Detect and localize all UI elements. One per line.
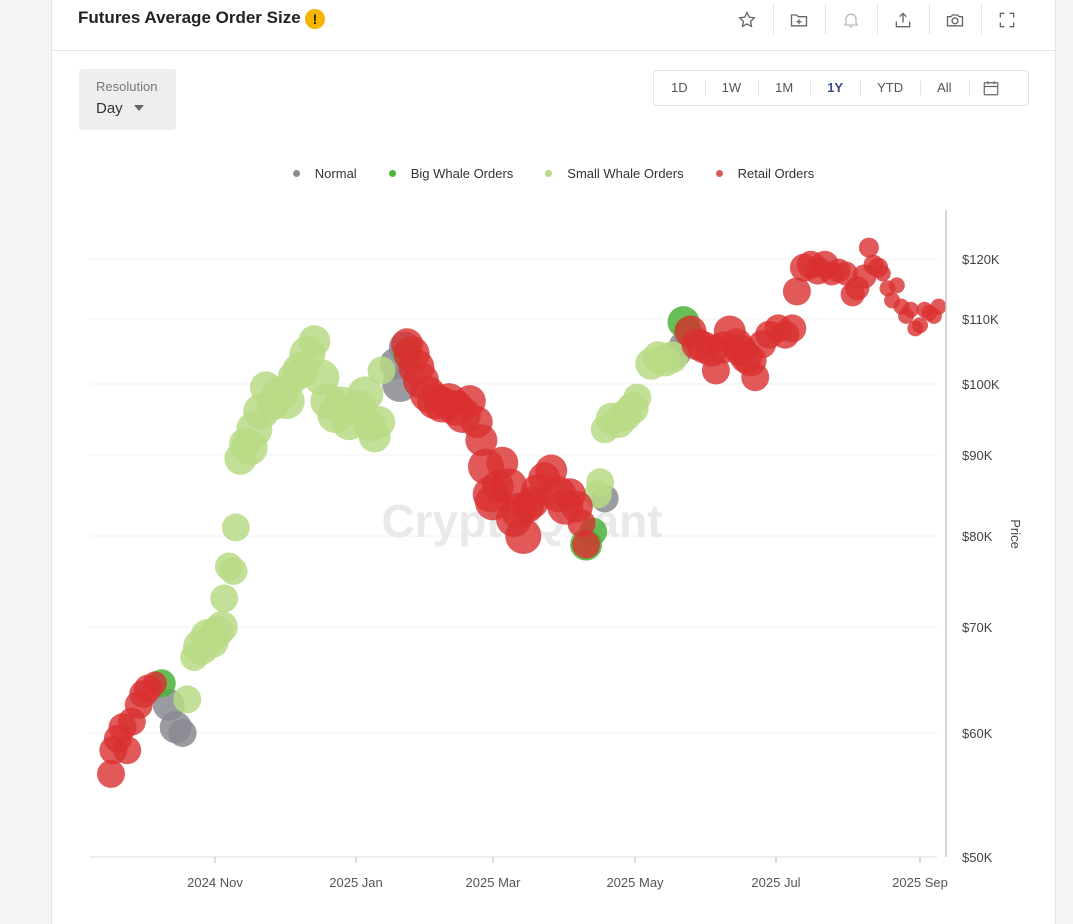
data-point <box>623 383 652 412</box>
data-point <box>142 671 167 696</box>
y-tick-label: $50K <box>962 850 993 865</box>
data-point <box>219 557 248 585</box>
y-tick-label: $70K <box>962 620 993 635</box>
data-point <box>113 736 142 765</box>
legend-label: Retail Orders <box>737 166 815 181</box>
legend-dot <box>388 170 396 177</box>
resolution-dropdown[interactable]: Resolution Day <box>79 69 176 130</box>
legend-dot <box>292 170 300 177</box>
resolution-label: Resolution <box>96 79 158 94</box>
chart-card: Futures Average Order Size ! Resoluti <box>51 0 1056 924</box>
range-1y-button[interactable]: 1Y <box>810 71 860 105</box>
data-point <box>210 584 239 613</box>
data-point <box>298 325 331 358</box>
scatter-chart[interactable]: CryptoQuant$50K$60K$70K$80K$90K$100K$110… <box>52 0 1055 924</box>
x-tick-label: 2025 Mar <box>466 875 522 890</box>
range-1m-button[interactable]: 1M <box>758 71 810 105</box>
legend-item-big-whale[interactable]: Big Whale Orders <box>388 166 514 181</box>
range-1w-button[interactable]: 1W <box>704 71 759 105</box>
range-1d-button[interactable]: 1D <box>671 80 688 95</box>
data-point <box>572 530 601 559</box>
y-tick-label: $60K <box>962 726 993 741</box>
x-tick-label: 2025 May <box>606 875 664 890</box>
legend-item-retail[interactable]: Retail Orders <box>715 166 815 181</box>
share-icon[interactable] <box>877 4 929 34</box>
data-point <box>930 298 947 315</box>
range-all-button[interactable]: All <box>920 71 968 105</box>
camera-icon[interactable] <box>929 4 981 34</box>
add-folder-icon[interactable] <box>773 4 825 34</box>
y-tick-label: $90K <box>962 448 993 463</box>
data-point <box>168 719 197 747</box>
legend-label: Big Whale Orders <box>410 166 514 181</box>
y-tick-label: $110K <box>962 312 999 327</box>
legend-item-small-whale[interactable]: Small Whale Orders <box>545 166 684 181</box>
x-tick-label: 2024 Nov <box>187 875 243 890</box>
data-point <box>586 468 615 497</box>
fullscreen-icon[interactable] <box>981 4 1033 34</box>
data-point <box>97 759 125 788</box>
y-tick-label: $80K <box>962 529 993 544</box>
data-point <box>778 314 807 343</box>
data-point <box>858 237 879 258</box>
legend-dot <box>715 170 723 177</box>
bell-icon[interactable] <box>825 4 877 34</box>
exclamation-icon[interactable]: ! <box>305 9 325 29</box>
data-point <box>656 341 688 374</box>
star-icon[interactable] <box>721 6 773 34</box>
data-point <box>347 376 384 413</box>
header-actions <box>721 4 1033 34</box>
data-point <box>912 317 928 334</box>
legend-item-normal[interactable]: Normal <box>292 166 357 181</box>
card-header: Futures Average Order Size ! <box>52 0 1055 51</box>
data-point <box>173 685 202 714</box>
y-tick-label: $100K <box>962 377 1000 392</box>
data-point <box>363 406 396 439</box>
data-point <box>902 301 919 318</box>
chart-title: Futures Average Order Size <box>78 8 301 27</box>
data-point <box>888 277 905 294</box>
legend-dot <box>545 170 553 177</box>
chart-legend: Normal Big Whale Orders Small Whale Orde… <box>52 166 1055 181</box>
data-point <box>782 277 811 306</box>
data-point <box>205 611 238 643</box>
x-tick-label: 2025 Jan <box>329 875 383 890</box>
caret-down-icon <box>134 105 144 111</box>
x-tick-label: 2025 Jul <box>751 875 800 890</box>
data-point <box>874 265 891 282</box>
data-point <box>701 356 730 385</box>
data-point <box>741 363 770 392</box>
resolution-value: Day <box>96 100 123 117</box>
legend-label: Small Whale Orders <box>567 166 684 181</box>
legend-label: Normal <box>314 166 357 181</box>
range-selector: 1D 1W 1M 1Y YTD All <box>653 70 1029 106</box>
range-ytd-button[interactable]: YTD <box>860 71 920 105</box>
data-point <box>465 424 498 457</box>
x-tick-label: 2025 Sep <box>892 875 948 890</box>
calendar-icon[interactable] <box>968 71 1013 105</box>
y-tick-label: $120K <box>962 252 1000 267</box>
y-axis-title: Price <box>1008 519 1023 549</box>
data-point <box>505 518 542 554</box>
data-point <box>567 509 596 538</box>
data-point <box>367 356 396 385</box>
data-point <box>221 513 250 542</box>
